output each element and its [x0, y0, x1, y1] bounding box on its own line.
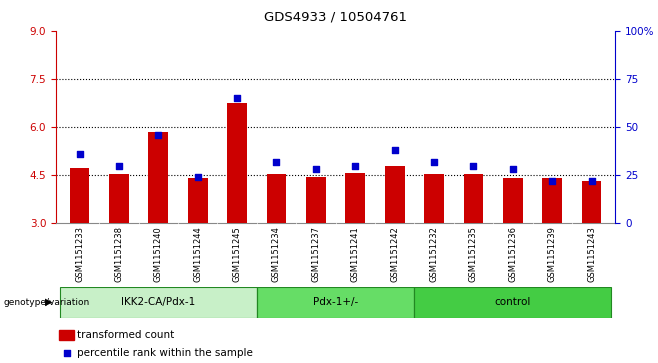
Text: GSM1151232: GSM1151232: [430, 227, 438, 282]
Text: GSM1151240: GSM1151240: [154, 227, 163, 282]
Bar: [503, 178, 522, 223]
Bar: [59, 330, 74, 340]
Text: GSM1151234: GSM1151234: [272, 227, 281, 282]
Bar: [149, 132, 168, 223]
Text: percentile rank within the sample: percentile rank within the sample: [78, 348, 253, 358]
Text: GSM1151233: GSM1151233: [75, 227, 84, 282]
Bar: [385, 167, 405, 223]
Point: [468, 163, 479, 168]
Bar: [266, 174, 286, 223]
Bar: [415, 287, 611, 318]
Text: GSM1151245: GSM1151245: [233, 227, 241, 282]
Point: [547, 178, 557, 184]
Bar: [424, 174, 444, 223]
Text: GSM1151236: GSM1151236: [509, 227, 517, 282]
Point: [232, 95, 242, 101]
Text: Pdx-1+/-: Pdx-1+/-: [313, 297, 358, 307]
Bar: [464, 174, 483, 223]
Bar: [70, 168, 89, 223]
Point: [390, 147, 400, 153]
Text: IKK2-CA/Pdx-1: IKK2-CA/Pdx-1: [121, 297, 195, 307]
Point: [429, 159, 440, 164]
Bar: [109, 174, 129, 223]
Point: [114, 163, 124, 168]
Point: [74, 151, 85, 157]
Bar: [542, 178, 562, 223]
Bar: [257, 287, 415, 318]
Text: ▶: ▶: [45, 297, 53, 307]
Point: [153, 132, 164, 138]
Text: GSM1151242: GSM1151242: [390, 227, 399, 282]
Text: GDS4933 / 10504761: GDS4933 / 10504761: [264, 11, 407, 24]
Bar: [188, 178, 207, 223]
Text: GSM1151237: GSM1151237: [311, 227, 320, 282]
Point: [311, 167, 321, 172]
Point: [586, 178, 597, 184]
Text: GSM1151239: GSM1151239: [547, 227, 557, 282]
Bar: [306, 177, 326, 223]
Point: [192, 174, 203, 180]
Text: control: control: [495, 297, 531, 307]
Point: [350, 163, 361, 168]
Text: genotype/variation: genotype/variation: [3, 298, 89, 307]
Point: [271, 159, 282, 164]
Point: [507, 167, 518, 172]
Text: GSM1151235: GSM1151235: [469, 227, 478, 282]
Point: [314, 268, 324, 273]
Text: GSM1151244: GSM1151244: [193, 227, 202, 282]
Text: GSM1151238: GSM1151238: [114, 227, 124, 282]
Text: GSM1151243: GSM1151243: [587, 227, 596, 282]
Bar: [60, 287, 257, 318]
Text: GSM1151241: GSM1151241: [351, 227, 360, 282]
Bar: [582, 181, 601, 223]
Bar: [227, 103, 247, 223]
Bar: [345, 173, 365, 223]
Text: transformed count: transformed count: [78, 330, 174, 340]
